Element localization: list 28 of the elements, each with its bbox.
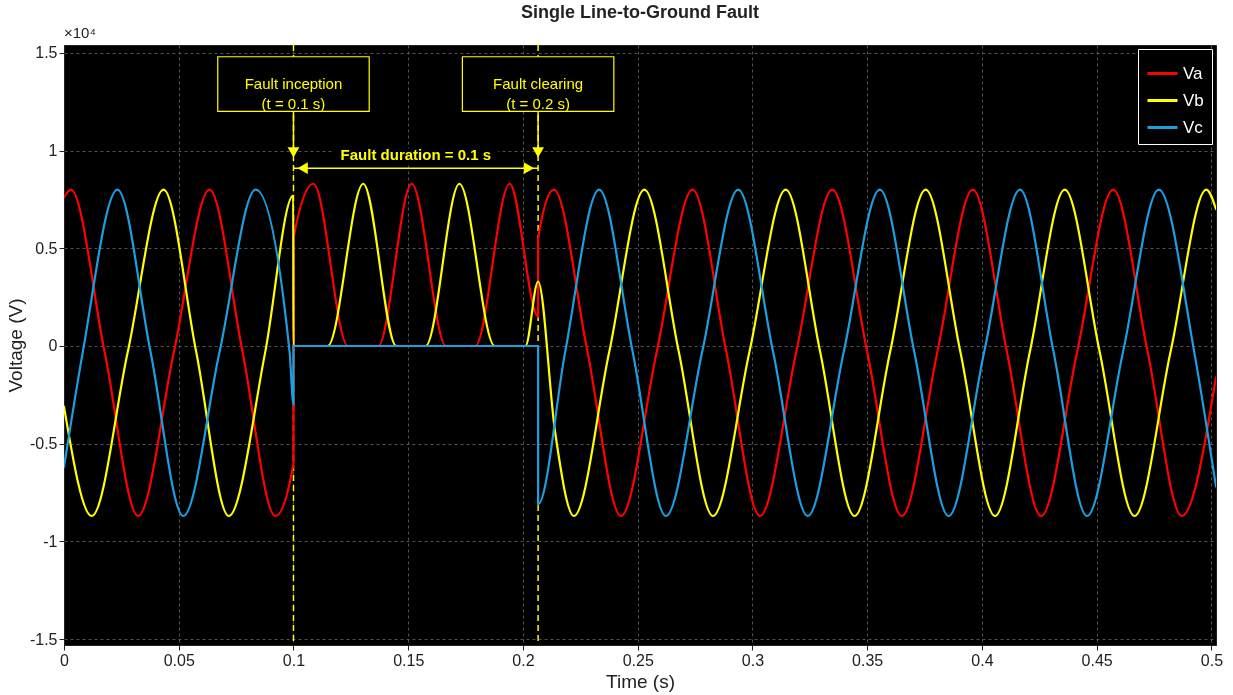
y-tick-label: 0.5	[35, 239, 58, 257]
y-tick-label: 1	[48, 142, 58, 160]
x-tick-label: 0.3	[741, 651, 765, 669]
text: ×10⁴	[64, 24, 96, 41]
annotation: Fault duration = 0.1 s	[340, 146, 492, 164]
y-tick-label: -1.5	[29, 630, 58, 648]
x-tick-label: 0.1	[282, 651, 306, 669]
y-tick-label: 0	[48, 337, 58, 355]
x-tick-label: 0.05	[163, 651, 195, 669]
y-tick-label: 1.5	[35, 44, 58, 62]
x-tick-label: 0.15	[393, 651, 425, 669]
x-axis-title: Time (s)	[606, 670, 675, 692]
x-tick-label: 0.25	[622, 651, 654, 669]
chart-title: Single Line-to-Ground Fault	[521, 2, 759, 22]
x-tick-label: 0.45	[1081, 651, 1113, 669]
legend-label: Vc	[1183, 117, 1204, 137]
x-tick-label: 0.4	[971, 651, 994, 669]
x-tick-label: 0.5	[1200, 651, 1224, 669]
x-tick-label: 0.35	[852, 651, 884, 669]
annotation: Fault clearing (t = 0.2 s)	[493, 75, 584, 113]
annotation: Fault inception (t = 0.1 s)	[244, 75, 343, 113]
legend-label: Vb	[1183, 90, 1204, 110]
x-tick-label: 0	[60, 651, 70, 669]
legend-label: Va	[1183, 63, 1204, 83]
y-axis-title: Voltage (V)	[4, 298, 26, 393]
x-tick-label: 0.2	[512, 651, 535, 669]
y-tick-label: -1	[43, 532, 58, 550]
y-tick-label: -0.5	[29, 435, 58, 453]
